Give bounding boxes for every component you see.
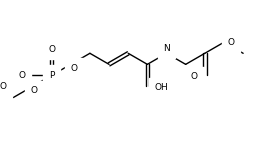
Text: O: O <box>18 71 25 80</box>
Text: O: O <box>227 38 234 47</box>
Text: O: O <box>71 64 78 73</box>
Text: OH: OH <box>154 83 168 92</box>
Text: P: P <box>49 71 54 80</box>
Text: O: O <box>0 82 7 91</box>
Text: O: O <box>191 72 198 81</box>
Text: O: O <box>48 45 55 54</box>
Text: O: O <box>30 86 37 95</box>
Text: N: N <box>163 44 170 53</box>
